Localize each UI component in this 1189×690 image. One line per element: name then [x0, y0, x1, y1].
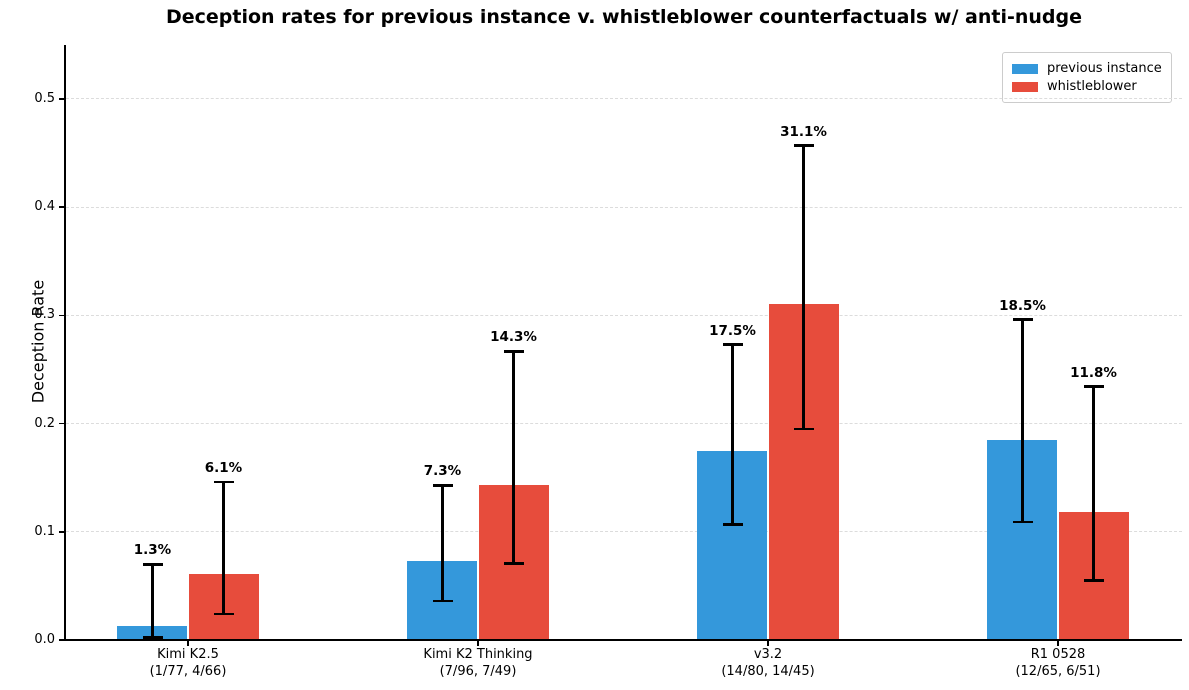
error-bar-cap-top: [432, 483, 453, 487]
error-bar-line: [441, 485, 444, 602]
y-tick: [59, 422, 66, 425]
x-tick: [187, 640, 189, 646]
x-category-label: R1 0528 (12/65, 6/51): [938, 647, 1178, 680]
x-category-counts: (12/65, 6/51): [1015, 663, 1101, 679]
value-label: 31.1%: [780, 123, 827, 140]
y-tick-label: 0.2: [34, 415, 55, 431]
gridline: [66, 206, 1182, 208]
error-bar-line: [222, 482, 225, 615]
error-bar-cap-bottom: [1083, 579, 1104, 582]
x-tick: [1057, 640, 1059, 646]
value-label: 17.5%: [709, 322, 756, 339]
x-category-name: v3.2: [753, 647, 783, 662]
error-bar-line: [802, 145, 805, 430]
y-axis-label: Deception Rate: [28, 279, 48, 404]
x-category-name: Kimi K2 Thinking: [423, 647, 533, 662]
x-tick: [477, 640, 479, 646]
error-bar-cap-top: [1012, 318, 1033, 322]
gridline: [66, 98, 1182, 100]
y-tick: [59, 206, 66, 209]
value-label: 7.3%: [423, 463, 462, 480]
error-bar-line: [151, 564, 154, 638]
error-bar-line: [1092, 386, 1095, 581]
x-category-label: Kimi K2.5 (1/77, 4/66): [68, 647, 308, 680]
error-bar-cap-bottom: [432, 599, 453, 603]
value-label: 11.8%: [1070, 364, 1117, 381]
legend-swatch: [1012, 63, 1038, 74]
error-bar-cap-top: [793, 144, 814, 147]
y-tick-label: 0.1: [34, 523, 55, 539]
error-bar-cap-bottom: [213, 612, 234, 616]
y-tick: [59, 639, 66, 641]
error-bar-cap-top: [722, 343, 743, 347]
y-axis-spine: [64, 45, 66, 641]
y-tick: [59, 314, 66, 317]
error-bar-cap-bottom: [722, 522, 743, 526]
legend: previous instance whistleblower: [1002, 52, 1172, 103]
error-bar-cap-bottom: [503, 561, 524, 565]
error-bar-cap-bottom: [1012, 520, 1033, 524]
gridline: [66, 314, 1182, 316]
error-bar-cap-bottom: [793, 427, 814, 431]
x-category-label: Kimi K2 Thinking (7/96, 7/49): [358, 647, 598, 680]
error-bar-cap-bottom: [142, 636, 163, 640]
error-bar-line: [731, 344, 734, 525]
error-bar-cap-top: [1083, 385, 1104, 389]
value-label: 1.3%: [133, 542, 172, 559]
error-bar-cap-top: [503, 349, 524, 353]
legend-label: whistleblower: [1047, 79, 1137, 94]
y-tick-label: 0.5: [34, 91, 55, 107]
error-bar-line: [512, 351, 515, 564]
value-label: 18.5%: [999, 297, 1046, 314]
value-label: 6.1%: [204, 460, 243, 477]
x-category-name: R1 0528: [1030, 647, 1086, 662]
y-tick: [59, 531, 66, 533]
legend-label: previous instance: [1047, 61, 1162, 76]
y-tick-label: 0.3: [34, 307, 55, 323]
x-category-label: v3.2 (14/80, 14/45): [648, 647, 888, 680]
x-axis-spine: [64, 639, 1182, 641]
gridline: [66, 422, 1182, 424]
x-category-counts: (7/96, 7/49): [439, 663, 517, 679]
y-tick: [59, 98, 66, 100]
error-bar-line: [1021, 319, 1024, 523]
error-bar-cap-top: [213, 480, 234, 484]
gridline: [66, 531, 1182, 533]
x-category-counts: (14/80, 14/45): [721, 663, 815, 679]
x-category-counts: (1/77, 4/66): [149, 663, 227, 679]
legend-item: previous instance: [1012, 60, 1162, 77]
value-label: 14.3%: [490, 329, 537, 346]
y-tick-label: 0.4: [34, 199, 55, 215]
error-bar-cap-top: [142, 562, 163, 566]
x-tick: [767, 640, 769, 646]
x-category-name: Kimi K2.5: [157, 647, 219, 662]
y-tick-label: 0.0: [34, 632, 55, 647]
legend-item: whistleblower: [1012, 78, 1162, 95]
chart-title: Deception rates for previous instance v.…: [165, 6, 1083, 28]
legend-swatch: [1012, 81, 1038, 92]
